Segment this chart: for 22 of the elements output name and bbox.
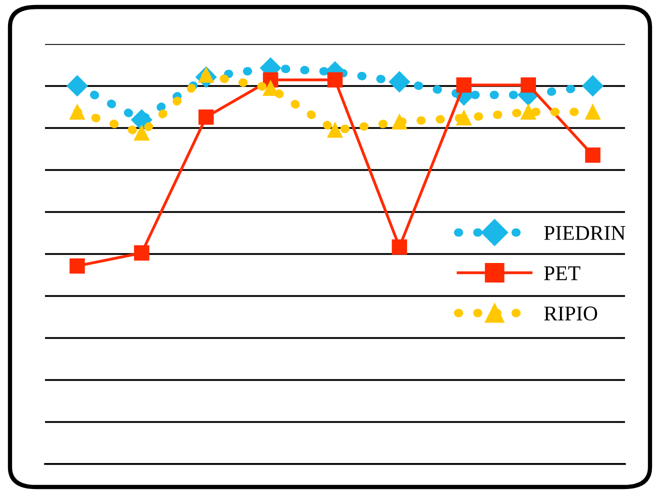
point	[198, 109, 214, 125]
point	[131, 109, 152, 130]
point	[70, 104, 85, 120]
point	[134, 245, 150, 261]
legend-label: PET	[544, 266, 580, 280]
legend-label: PIEDRIN	[544, 226, 626, 240]
point	[134, 125, 150, 141]
point	[66, 75, 88, 96]
point	[327, 122, 343, 138]
point	[582, 75, 604, 96]
point	[456, 110, 472, 126]
point	[520, 104, 536, 120]
point	[327, 72, 343, 88]
point	[70, 258, 85, 274]
point	[520, 77, 536, 93]
point	[456, 77, 472, 93]
point	[392, 114, 408, 130]
legend-label: RIPIO	[544, 306, 598, 321]
point	[392, 239, 408, 255]
point	[388, 71, 410, 92]
point	[585, 104, 600, 120]
point	[585, 147, 600, 163]
